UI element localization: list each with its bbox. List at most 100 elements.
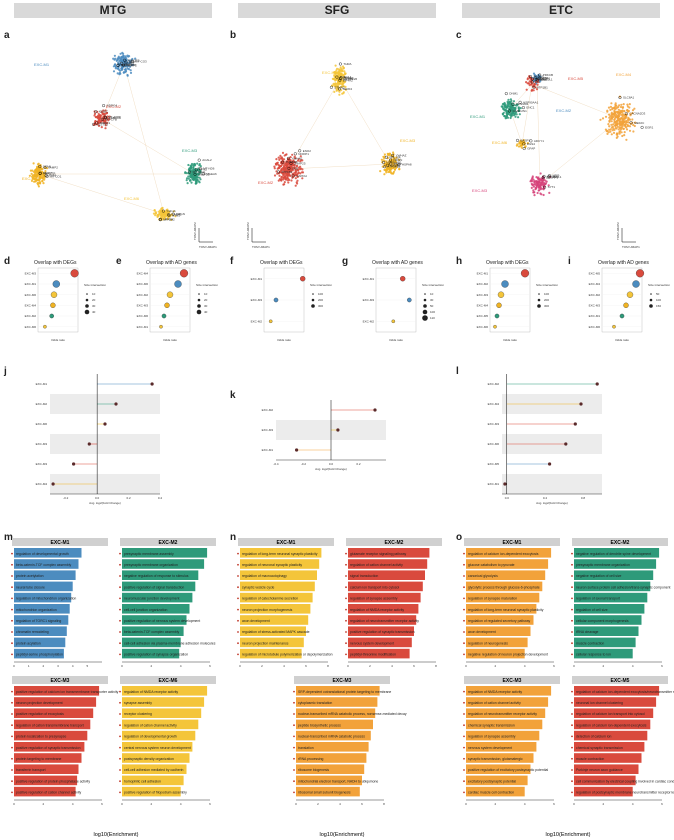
enrichment-bar (574, 637, 636, 648)
enrichment-term-label: neuromuscular junction development (124, 597, 179, 601)
umap-point (388, 169, 391, 172)
enrichment-tick-label: 6 (413, 664, 415, 668)
umap-point (385, 171, 388, 174)
enrichment-significance-marker (463, 563, 465, 566)
enrichment-bar (240, 615, 309, 625)
umap-point (625, 128, 629, 131)
umap-gene-label: ACAL2 (202, 158, 212, 162)
umap-gene-label: GAPDH (296, 174, 307, 178)
umap-hub-gene-marker (281, 160, 285, 164)
enrichment-significance-marker (571, 552, 573, 555)
enrichment-term-label: regulation of calcium ion-dependent exoc… (576, 723, 647, 727)
umap-gene-label: RGS4 (527, 142, 536, 146)
dotplot-ylabel: EXC-M5 (477, 314, 489, 318)
umap-point (625, 121, 628, 124)
dotplot-size-legend-value: 40 (204, 310, 208, 314)
umap-gene-label: ATP1B1 (281, 170, 292, 174)
lollipop-point (336, 428, 340, 432)
enrichment-significance-marker (463, 769, 465, 771)
umap-point (121, 68, 124, 71)
dotplot-size-legend-value: 50 (656, 292, 660, 296)
umap-point (536, 181, 539, 184)
dotplot-size-legend-dot (422, 309, 428, 315)
umap-point (278, 158, 281, 161)
umap-hub-gene-marker (193, 172, 197, 176)
umap-edge (38, 173, 165, 215)
umap-point (116, 58, 119, 62)
dotplot-size-legend-dot (197, 298, 201, 302)
enrichment-bar (296, 753, 367, 763)
umap-edge (531, 83, 621, 120)
umap-gene-label: HSPB1 (539, 76, 549, 80)
enrichment-box-header (12, 538, 108, 546)
dotplot-size-legend-value: 30 (204, 304, 208, 308)
enrichment-term-label: positive regulation of synaptic transmis… (350, 630, 415, 634)
umap-point (301, 159, 304, 162)
umap-point (296, 159, 300, 162)
dotplot-title: Overlap with AD genes (146, 260, 197, 266)
enrichment-bar (466, 604, 537, 614)
umap-module-label: EXC-M4 (22, 176, 38, 181)
enrichment-significance-marker (463, 642, 465, 645)
umap-hub-gene-marker (329, 85, 333, 89)
lollipop-point (295, 448, 299, 452)
umap-hub-gene-marker (188, 170, 192, 174)
dotplot-size-legend-dot (85, 298, 89, 302)
umap-module-label: EXC-M1 (34, 62, 50, 67)
umap-point (134, 57, 137, 60)
enrichment-term-label: regulation of developmental growth (124, 735, 177, 739)
umap-point (507, 112, 510, 115)
enrichment-significance-marker (345, 563, 347, 566)
umap-gene-label: MT-CO3 (135, 59, 147, 63)
umap-hub-gene-marker (92, 122, 96, 126)
enrichment-bar (466, 775, 528, 786)
enrichment-significance-marker (11, 724, 13, 727)
enrichment-bar (574, 697, 657, 707)
umap-point (620, 113, 623, 116)
enrichment-significance-marker (11, 735, 13, 738)
umap-point (152, 212, 156, 215)
umap-point (114, 57, 117, 60)
enrichment-bar (240, 570, 317, 580)
umap-point (167, 210, 170, 213)
umap-point (117, 61, 120, 64)
umap-point (163, 214, 166, 217)
umap-point (284, 175, 287, 178)
umap-hub-gene-marker (43, 166, 47, 170)
enrichment-significance-marker (11, 780, 13, 783)
umap-point (299, 172, 302, 175)
umap-edge (123, 63, 165, 215)
dotplot-size-legend-dot (423, 298, 427, 302)
enrichment-bar (122, 648, 180, 659)
enrichment-significance-marker (293, 690, 295, 693)
enrichment-term-label: calcium ion transport into cytosol (350, 585, 399, 589)
panel-letter-l: l (456, 366, 459, 377)
enrichment-bar (14, 592, 72, 603)
umap-gene-label: RPL10A (389, 155, 400, 159)
lollipop-tick-label: 0.2 (127, 496, 132, 500)
dotplot-size-legend-dot (198, 293, 200, 295)
umap-point (503, 114, 506, 118)
enrichment-term-label: positive regulation of exocytosis (16, 712, 64, 716)
enrichment-bar (466, 786, 525, 797)
umap-point (627, 119, 630, 122)
enrichment-box-header (346, 538, 442, 546)
umap-mtg: EXC-M1 EXC-M2 EXC-M3 EXC-M4 EXC-M6 MT-ND1 MT-A… (22, 51, 217, 249)
umap-gene-label: CPAN (43, 165, 51, 169)
dotplot-size-legend-dot (311, 304, 315, 308)
umap-gene-label: NRGN (394, 158, 403, 162)
umap-point (622, 103, 625, 106)
umap-point (333, 77, 336, 80)
umap-hub-gene-marker (201, 172, 205, 176)
enrichment-term-label: rRNA processing (298, 757, 324, 761)
umap-point (606, 110, 609, 113)
umap-point (632, 130, 635, 133)
umap-hub-gene-marker (547, 174, 551, 178)
umap-point (37, 167, 40, 171)
umap-point (537, 181, 540, 184)
umap-point (289, 156, 292, 159)
umap-hub-gene-marker (124, 60, 128, 64)
enrichment-bar (14, 559, 79, 569)
enrichment-box-title: EXC-M1 (51, 540, 70, 546)
enrichment-significance-marker (119, 619, 121, 622)
